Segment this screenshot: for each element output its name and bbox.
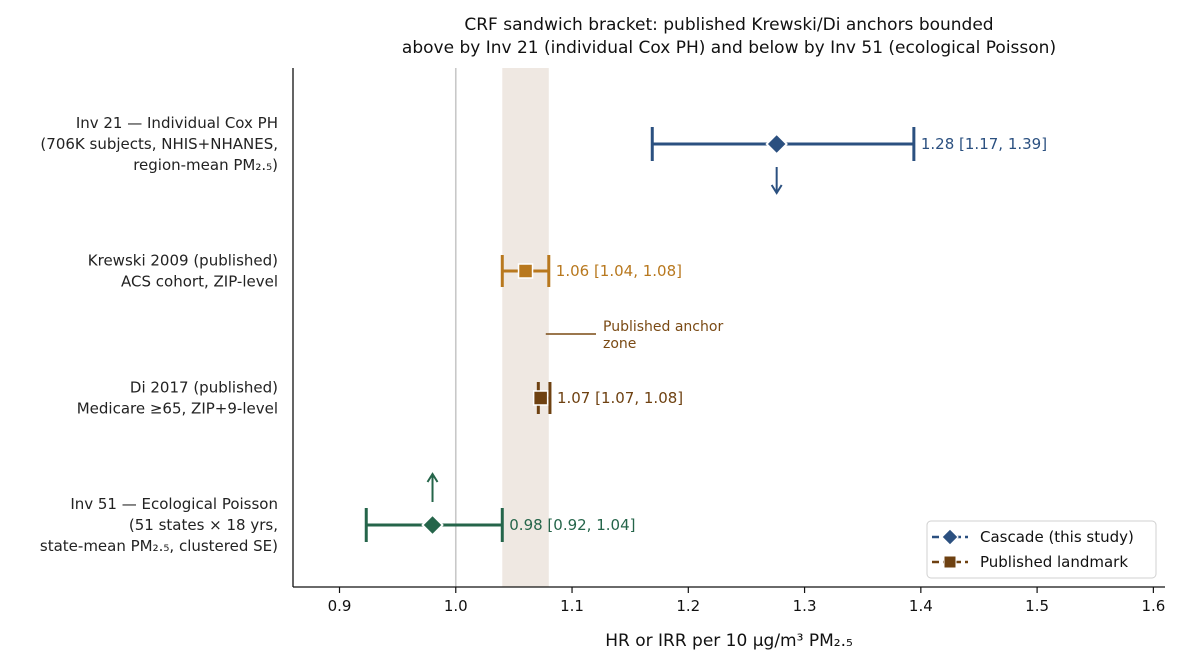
x-tick-label: 1.5 <box>1025 597 1049 615</box>
chart-title: above by Inv 21 (individual Cox PH) and … <box>402 38 1056 58</box>
legend-square-marker <box>943 555 957 569</box>
anchor-zone-annotation: Published anchor <box>603 319 723 335</box>
row-label: ACS cohort, ZIP-level <box>121 273 278 291</box>
x-tick-label: 1.2 <box>676 597 700 615</box>
x-tick-label: 1.3 <box>793 597 817 615</box>
estimate-square-marker <box>517 263 534 279</box>
legend-diamond-marker <box>941 528 959 546</box>
x-tick-label: 1.0 <box>444 597 468 615</box>
anchor-zone-band <box>502 68 549 587</box>
row-label: Inv 21 — Individual Cox PH <box>76 114 278 132</box>
x-tick-label: 1.1 <box>560 597 584 615</box>
x-tick-label: 1.6 <box>1141 597 1165 615</box>
row-label: region-mean PM₂.₅) <box>133 156 278 174</box>
x-axis-label: HR or IRR per 10 μg/m³ PM₂.₅ <box>605 631 853 651</box>
chart-title: CRF sandwich bracket: published Krewski/… <box>464 15 993 35</box>
row-label: Inv 51 — Ecological Poisson <box>70 495 278 513</box>
row-label: Krewski 2009 (published) <box>88 252 278 270</box>
legend-entry-label: Cascade (this study) <box>980 528 1134 546</box>
row-label: Di 2017 (published) <box>130 379 278 397</box>
up-arrow-head <box>426 472 439 483</box>
row-label: (706K subjects, NHIS+NHANES, <box>40 135 278 153</box>
x-tick-label: 0.9 <box>328 597 352 615</box>
value-label: 1.28 [1.17, 1.39] <box>921 135 1047 153</box>
estimate-diamond-marker <box>421 513 444 537</box>
value-label: 1.07 [1.07, 1.08] <box>557 389 683 407</box>
anchor-zone-annotation: zone <box>603 336 636 352</box>
x-tick-label: 1.4 <box>909 597 933 615</box>
legend-entry-label: Published landmark <box>980 553 1128 571</box>
estimate-square-marker <box>532 390 549 406</box>
row-label: state-mean PM₂.₅, clustered SE) <box>40 537 278 555</box>
row-label: (51 states × 18 yrs, <box>129 516 278 534</box>
value-label: 1.06 [1.04, 1.08] <box>556 262 682 280</box>
legend-box <box>926 520 1157 579</box>
estimate-diamond-marker <box>765 132 788 156</box>
value-label: 0.98 [0.92, 1.04] <box>509 516 635 534</box>
row-label: Medicare ≥65, ZIP+9-level <box>77 400 278 418</box>
down-arrow-head <box>770 184 783 195</box>
